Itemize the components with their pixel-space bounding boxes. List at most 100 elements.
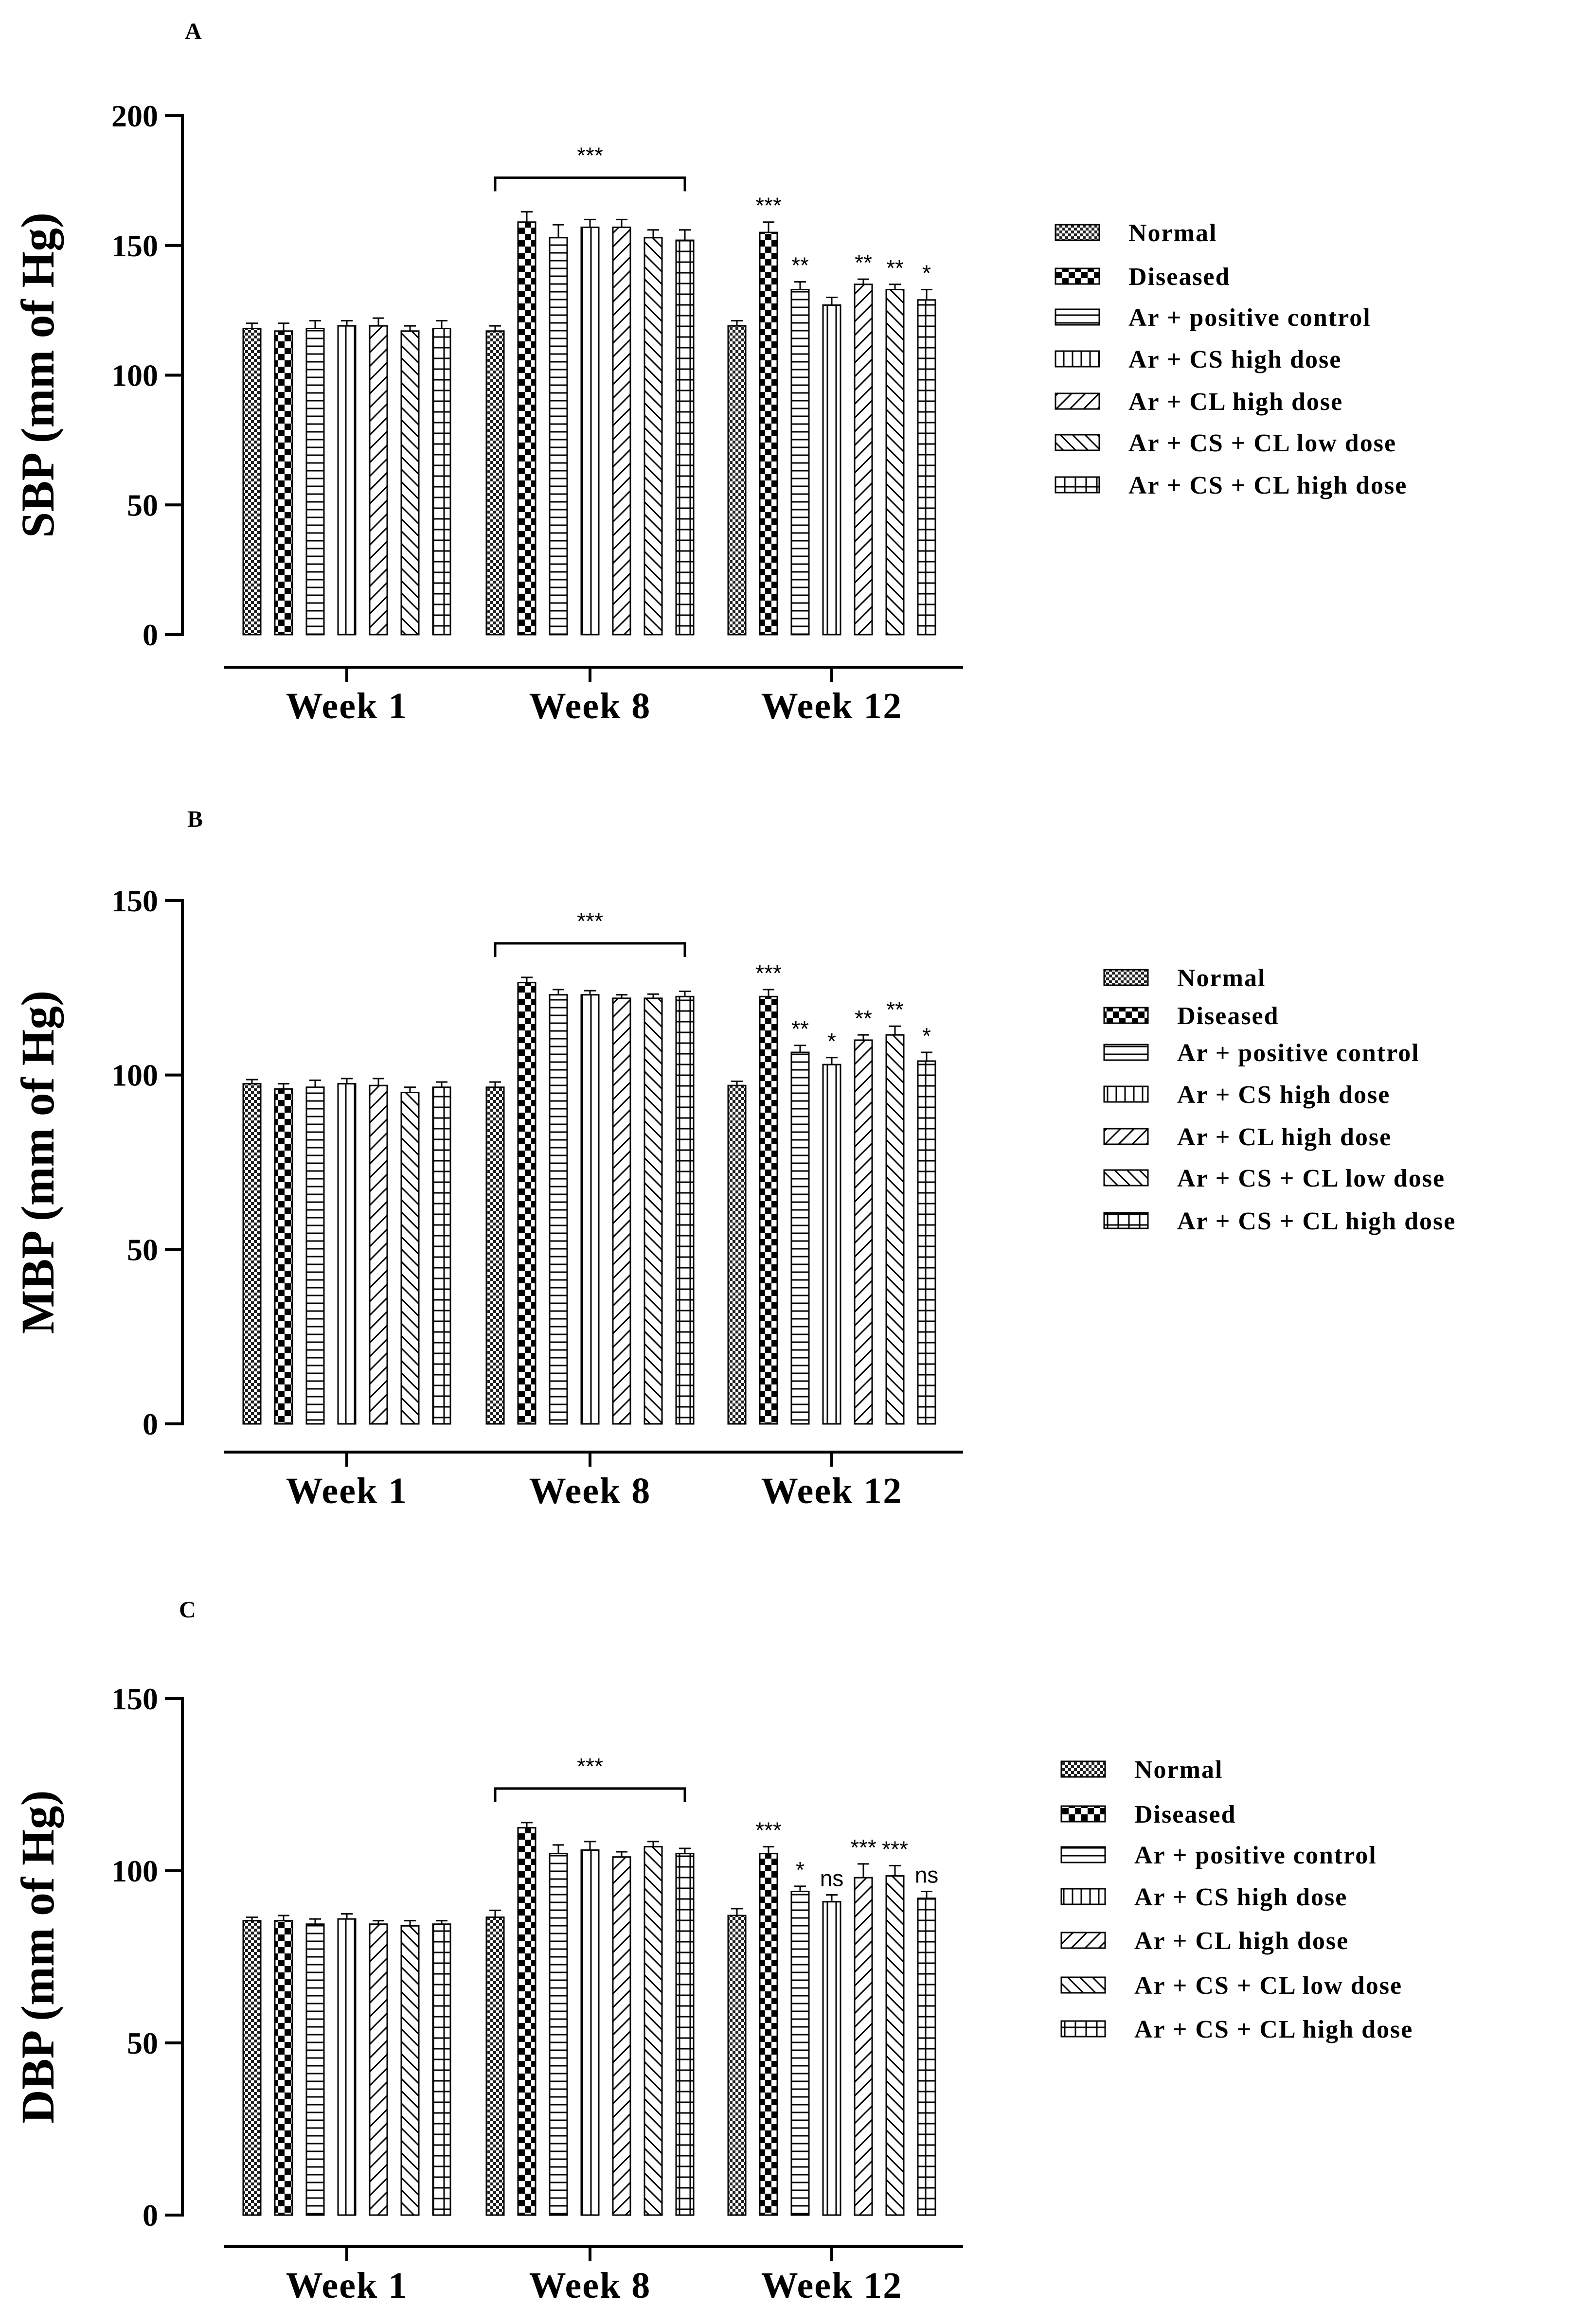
legend-item: Ar + CS + CL low dose <box>1060 1972 1401 2000</box>
bar <box>242 1920 262 2216</box>
legend-label: Ar + positive control <box>1177 1039 1420 1067</box>
bar <box>727 325 747 636</box>
legend-label: Diseased <box>1128 263 1231 291</box>
y-tick-label: 200 <box>111 99 158 133</box>
bar <box>274 1088 293 1425</box>
legend-item: Ar + CS + CL high dose <box>1055 472 1406 499</box>
legend: Normal Diseased Ar + positive control Ar + … <box>1055 219 1406 499</box>
bar <box>790 1890 810 2216</box>
significance-label: ** <box>886 255 904 281</box>
bar <box>337 1083 357 1425</box>
chart-panel-b: B MBP (mm of Hg) 0 50 100 150 Week 1 Week 8 Week… <box>12 806 1455 1511</box>
legend-swatch <box>1103 1212 1149 1229</box>
significance-label: * <box>827 1029 836 1054</box>
legend-item: Ar + positive control <box>1060 1842 1376 1869</box>
bracket-label: *** <box>577 1754 603 1779</box>
legend-swatch <box>1060 1846 1106 1863</box>
bar <box>759 995 778 1425</box>
bar <box>485 330 505 636</box>
bar <box>917 1898 936 2216</box>
legend: Normal Diseased Ar + positive control Ar + … <box>1060 1756 1412 2043</box>
bar <box>242 1083 262 1425</box>
legend-label: Normal <box>1177 964 1266 992</box>
significance-label: * <box>922 1023 931 1048</box>
legend-swatch <box>1060 1976 1106 1994</box>
bar <box>432 1923 451 2216</box>
chart-panel-a: A SBP (mm of Hg) 0 50 100 150 200 Week 1 Week 8 W… <box>12 18 1406 727</box>
bar <box>400 330 420 636</box>
legend-item: Ar + positive control <box>1055 304 1371 332</box>
x-tick-label: Week 12 <box>761 686 903 727</box>
y-tick-label: 50 <box>127 2026 158 2060</box>
bar <box>580 1849 600 2216</box>
legend-item: Diseased <box>1103 1002 1278 1030</box>
x-tick-label: Week 12 <box>761 1471 903 1511</box>
legend-item: Ar + CS + CL high dose <box>1103 1207 1455 1235</box>
bar <box>517 1827 537 2216</box>
y-tick-label: 0 <box>143 2198 158 2233</box>
bar <box>305 327 325 636</box>
legend-item: Diseased <box>1055 263 1231 291</box>
bar <box>337 325 357 636</box>
legend-item: Ar + CL high dose <box>1103 1123 1391 1151</box>
legend-swatch <box>1103 1128 1149 1145</box>
bar <box>727 1915 747 2216</box>
y-tick-label: 50 <box>127 488 158 522</box>
bracket-label: *** <box>577 908 603 934</box>
bar <box>675 995 695 1425</box>
bar <box>822 1901 841 2216</box>
bar <box>337 1918 357 2216</box>
legend-swatch <box>1060 1805 1106 1823</box>
legend-label: Normal <box>1134 1756 1223 1784</box>
y-tick-label: 150 <box>111 1682 158 1716</box>
legend-label: Ar + positive control <box>1128 304 1371 332</box>
y-axis-title: SBP (mm of Hg) <box>12 213 64 538</box>
bar <box>790 288 810 636</box>
significance-label: *** <box>755 193 782 218</box>
legend-item: Ar + CS + CL high dose <box>1060 2016 1412 2043</box>
bar <box>854 284 873 636</box>
y-tick-label: 100 <box>111 1854 158 1888</box>
x-tick-label: Week 1 <box>286 2265 408 2306</box>
significance-label: ** <box>791 252 809 278</box>
chart-panel-c: C DBP (mm of Hg) 0 50 100 150 Week 1 Week 8 Week… <box>12 1597 1412 2306</box>
bar <box>790 1051 810 1425</box>
panel-letter: A <box>185 18 202 44</box>
bar <box>580 994 600 1425</box>
bar <box>400 1925 420 2216</box>
legend-label: Ar + CS + CL low dose <box>1177 1165 1445 1192</box>
bar <box>432 1086 451 1425</box>
bar <box>885 1034 905 1425</box>
x-tick-label: Week 8 <box>529 686 651 727</box>
significance-label: * <box>796 1857 805 1882</box>
bar <box>242 327 262 636</box>
y-tick-label: 150 <box>111 229 158 263</box>
significance-label: *** <box>850 1835 876 1860</box>
legend-swatch <box>1103 1044 1149 1061</box>
bar <box>485 1916 505 2216</box>
legend-swatch <box>1103 1085 1149 1103</box>
significance-bracket <box>494 176 686 192</box>
bar <box>644 1845 663 2216</box>
legend-swatch <box>1055 224 1100 241</box>
legend-label: Ar + CL high dose <box>1134 1927 1349 1955</box>
y-tick-label: 50 <box>127 1232 158 1267</box>
y-axis-title: DBP (mm of Hg) <box>12 1790 64 2123</box>
bar <box>612 226 631 636</box>
bar <box>759 231 778 636</box>
legend-swatch <box>1055 267 1100 285</box>
bar <box>885 1875 905 2216</box>
bar <box>400 1092 420 1425</box>
legend-item: Ar + CS high dose <box>1055 346 1341 373</box>
legend-swatch <box>1103 1007 1149 1024</box>
x-tick-label: Week 8 <box>529 1471 651 1511</box>
significance-label: *** <box>755 1817 782 1843</box>
x-tick-label: Week 1 <box>286 1471 408 1511</box>
bar <box>549 237 568 636</box>
bar <box>305 1923 325 2216</box>
legend-item: Ar + CS + CL low dose <box>1055 429 1395 457</box>
legend-item: Ar + CS high dose <box>1103 1081 1389 1109</box>
bar <box>274 330 293 636</box>
bar <box>675 1853 695 2216</box>
